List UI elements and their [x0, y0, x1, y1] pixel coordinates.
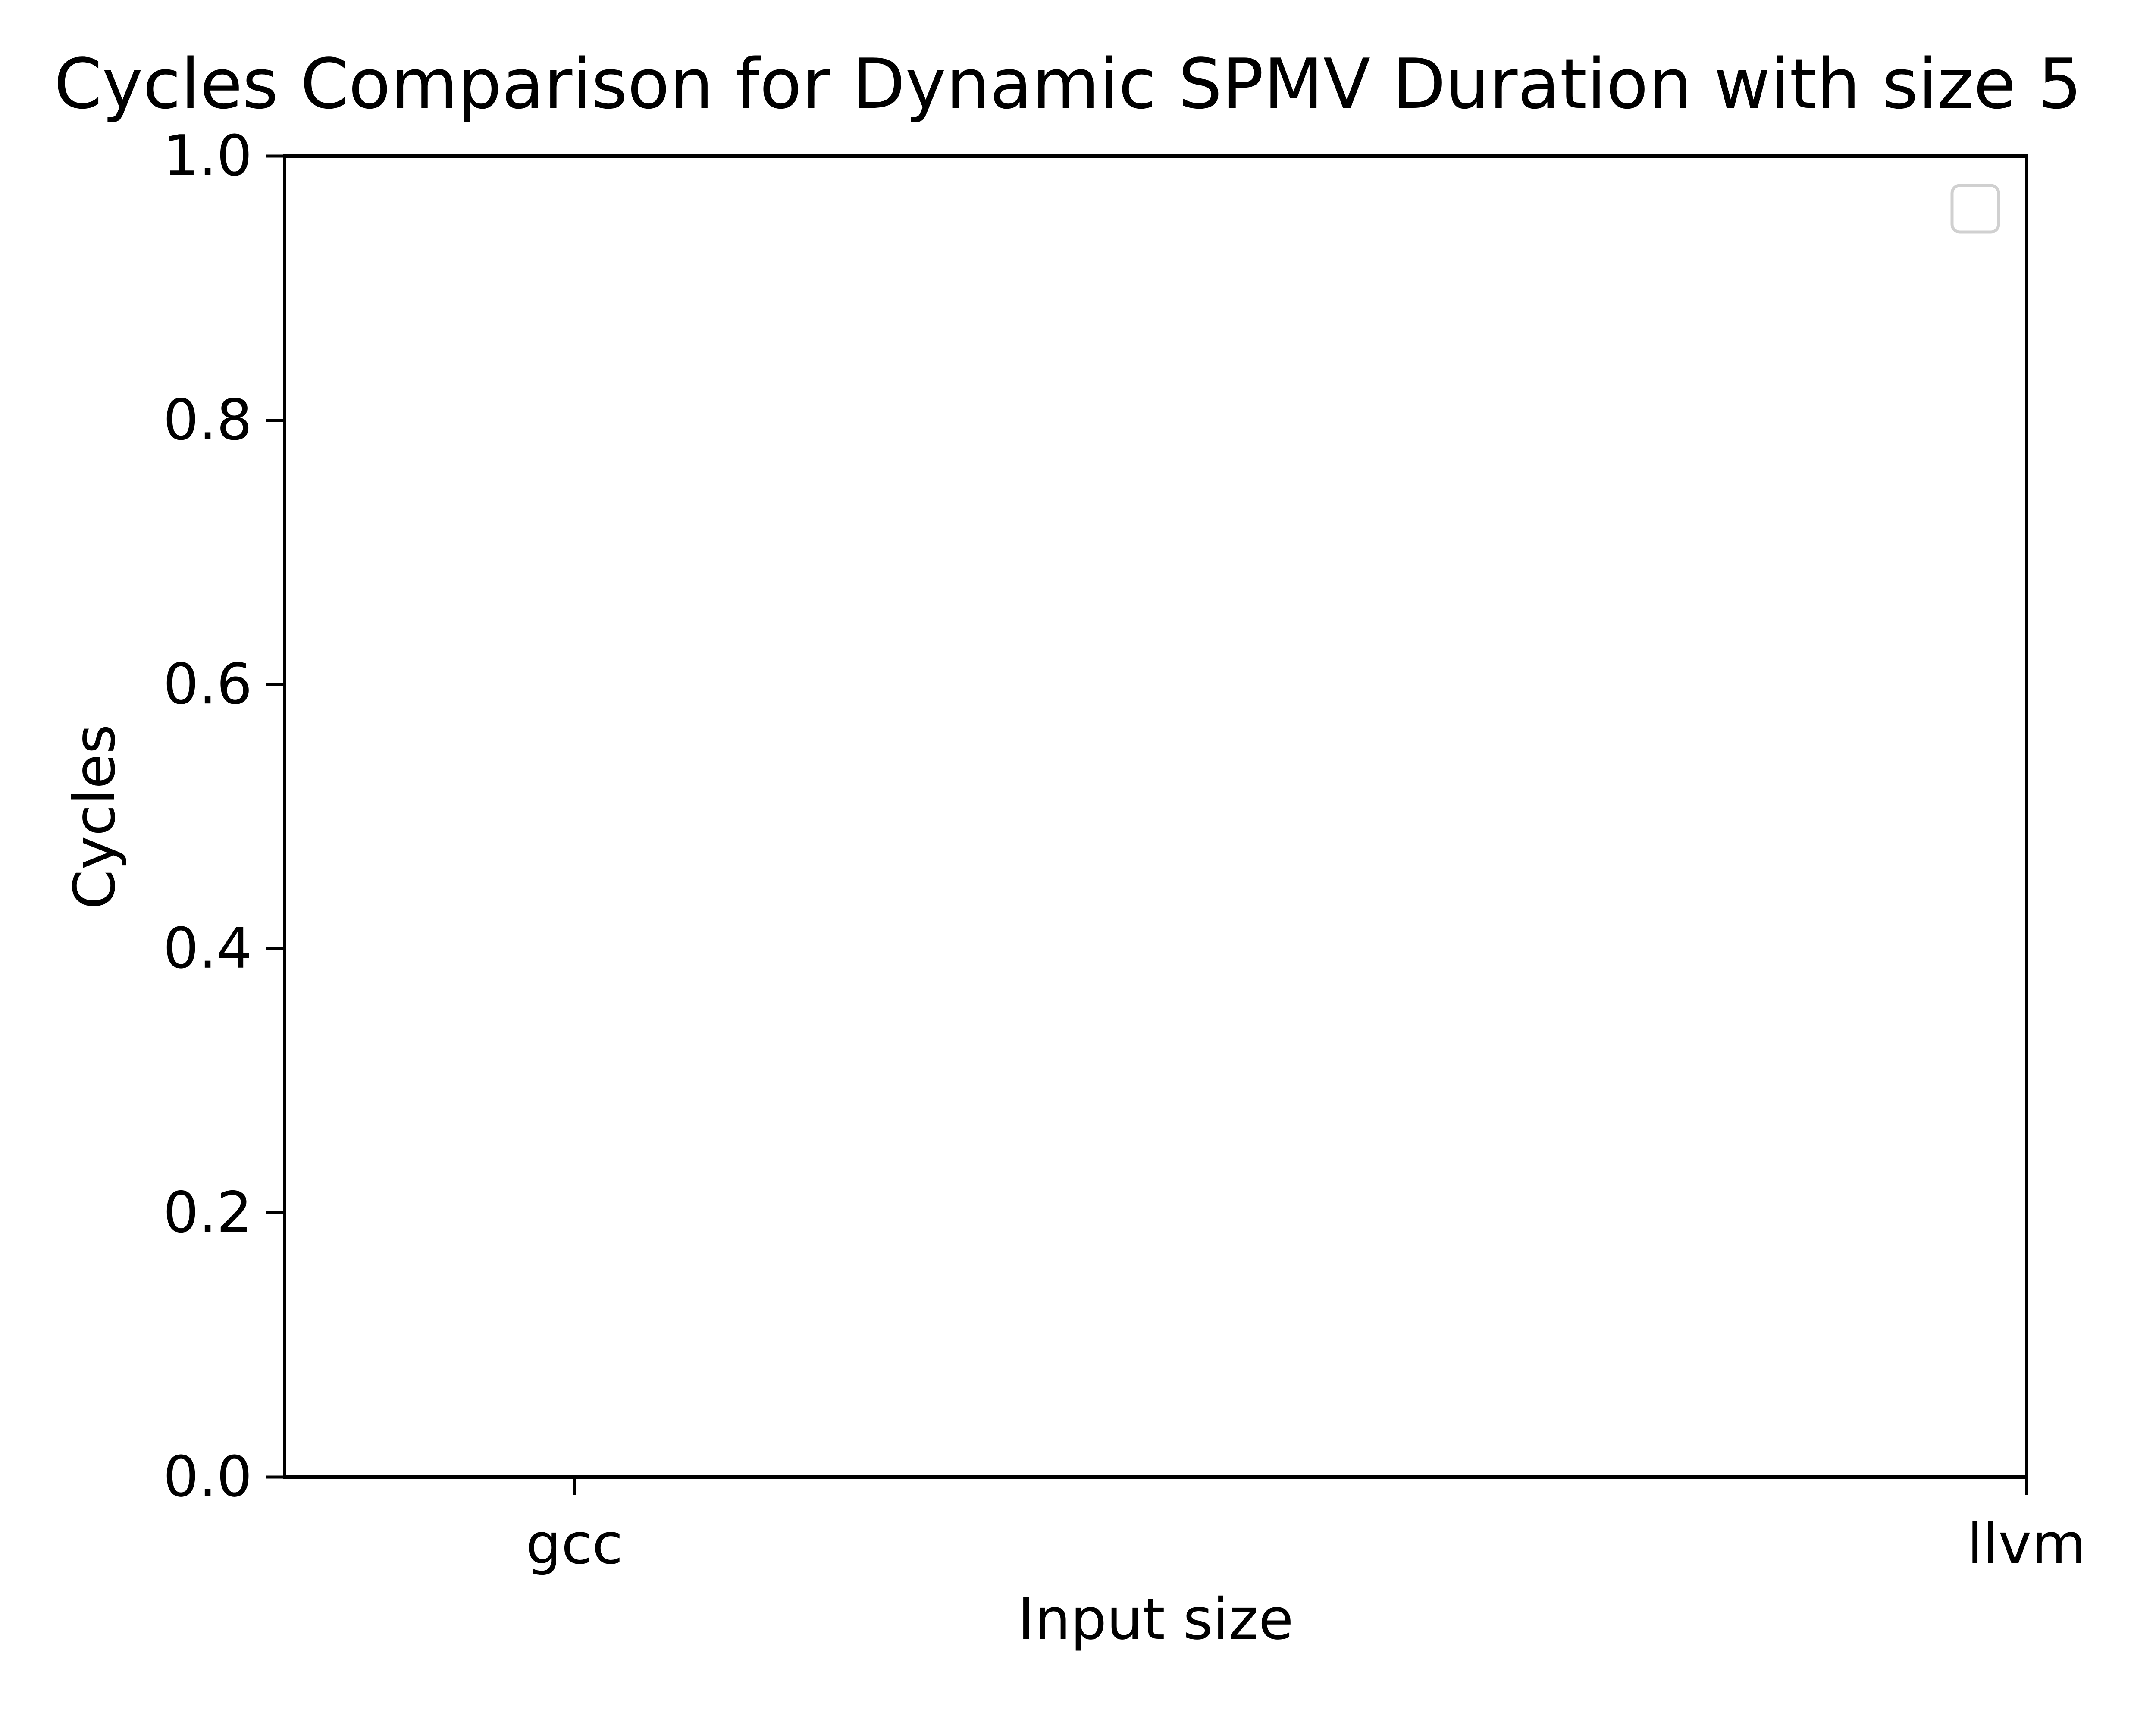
- y-tick-label: 0.8: [163, 387, 252, 453]
- y-axis-label: Cycles: [62, 724, 128, 910]
- y-tick-label: 0.4: [163, 916, 252, 981]
- chart-title: Cycles Comparison for Dynamic SPMV Durat…: [54, 44, 2082, 124]
- x-tick-label: llvm: [1967, 1511, 2086, 1577]
- x-axis: gcc llvm: [526, 1477, 2086, 1577]
- y-axis: 0.0 0.2 0.4 0.6 0.8 1.0: [163, 123, 285, 1509]
- y-tick-label: 1.0: [163, 123, 252, 188]
- x-tick-label: gcc: [526, 1511, 623, 1577]
- y-tick-label: 0.2: [163, 1179, 252, 1245]
- y-tick-label: 0.0: [163, 1444, 252, 1509]
- y-tick-label: 0.6: [163, 651, 252, 717]
- plot-area: [283, 154, 2028, 1479]
- x-axis-label: Input size: [1018, 1586, 1294, 1653]
- legend-box: [1950, 184, 2000, 234]
